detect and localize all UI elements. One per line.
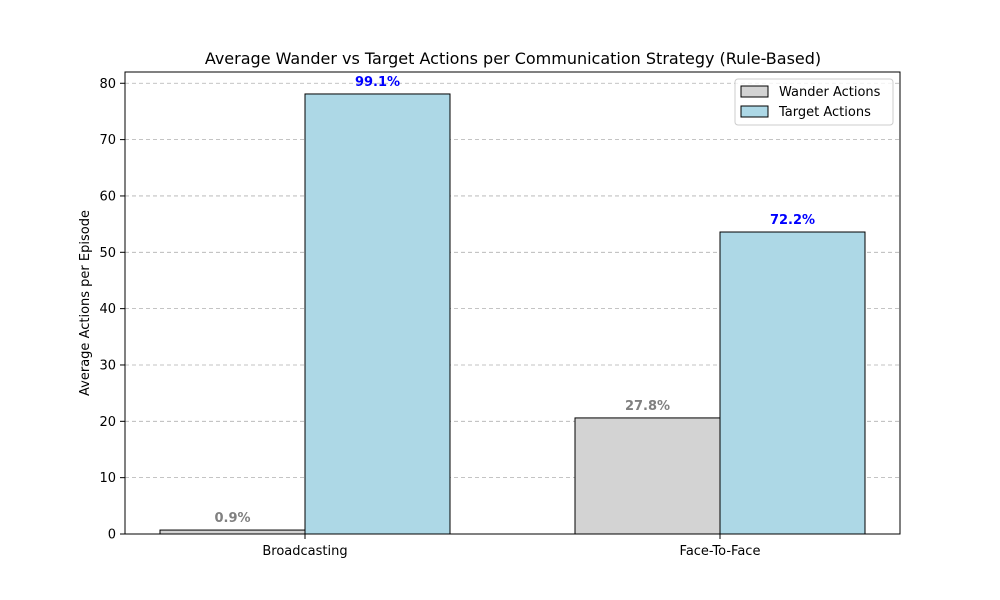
bar — [159, 529, 306, 535]
y-tick-label: 30 — [99, 358, 116, 373]
x-axis-ticks: Broadcasting Face-To-Face — [262, 534, 760, 559]
legend-box — [734, 78, 894, 126]
y-tick-label: 0 — [108, 528, 116, 543]
y-tick-label: 40 — [99, 302, 116, 317]
grid-lines — [125, 82, 900, 535]
y-tick-label: 80 — [99, 77, 116, 92]
y-tick-label: 70 — [99, 133, 116, 148]
bar-value-label: 0.9% — [214, 511, 250, 526]
bars — [159, 93, 866, 535]
y-tick-label: 50 — [99, 246, 116, 261]
y-axis-ticks: 0 10 20 30 40 50 60 70 80 — [99, 77, 125, 543]
bar-value-label: 27.8% — [625, 399, 670, 414]
legend-label: Wander Actions — [779, 85, 881, 100]
bar-labels: 0.9% 27.8% 99.1% 72.2% — [214, 75, 815, 526]
y-tick-label: 20 — [99, 415, 116, 430]
bar — [719, 231, 866, 535]
legend-swatch — [740, 85, 769, 98]
y-axis-label: Average Actions per Episode — [78, 210, 93, 396]
y-tick-label: 60 — [99, 189, 116, 204]
bar-value-label: 72.2% — [770, 213, 815, 228]
legend-swatch — [740, 105, 769, 118]
x-tick-label: Broadcasting — [262, 544, 347, 559]
bar-value-label: 99.1% — [355, 75, 400, 90]
chart-title: Average Wander vs Target Actions per Com… — [205, 49, 821, 68]
x-tick-label: Face-To-Face — [680, 544, 761, 559]
bar — [574, 417, 721, 535]
legend-label: Target Actions — [778, 105, 871, 120]
plot-frame — [124, 71, 901, 535]
legend: Wander Actions Target Actions — [734, 78, 894, 126]
bar — [304, 93, 451, 535]
y-tick-label: 10 — [99, 471, 116, 486]
